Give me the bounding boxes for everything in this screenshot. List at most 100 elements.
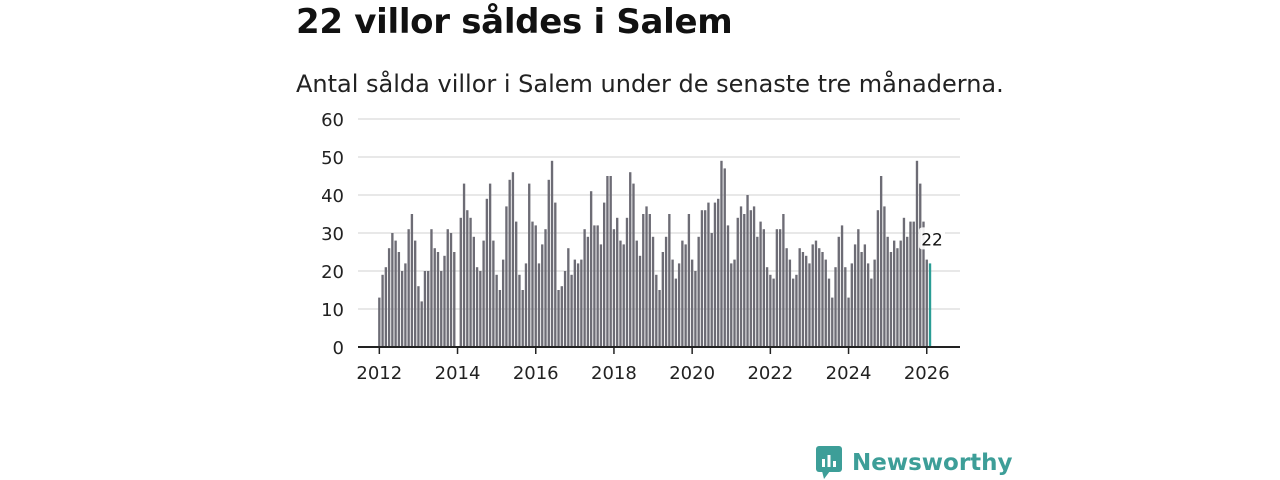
bar: [479, 271, 482, 347]
bar: [495, 274, 498, 347]
bar: [798, 248, 801, 347]
bar: [541, 244, 544, 347]
bar: [736, 217, 739, 347]
bar: [609, 176, 612, 347]
bar: [616, 217, 619, 347]
bar: [534, 225, 537, 347]
y-tick-label: 0: [333, 338, 344, 359]
bar: [537, 263, 541, 347]
bar: [743, 214, 746, 347]
bar: [599, 244, 603, 347]
bar: [485, 198, 489, 347]
bar: [687, 214, 691, 347]
bar: [410, 214, 414, 347]
y-tick-label: 60: [321, 110, 344, 131]
bar: [681, 240, 684, 347]
x-tick-label: 2022: [747, 363, 793, 384]
bar: [697, 236, 700, 347]
y-tick-label: 40: [321, 186, 344, 207]
bar: [791, 278, 795, 347]
bar: [528, 183, 531, 347]
bar: [384, 267, 388, 347]
bar: [863, 244, 867, 347]
bar: [554, 202, 557, 347]
bar: [733, 259, 736, 347]
bar: [674, 278, 678, 347]
bar: [886, 236, 889, 347]
bar: [704, 210, 707, 347]
newsworthy-logo-icon: [816, 446, 842, 479]
y-tick-label: 10: [321, 300, 344, 321]
bar: [645, 206, 648, 347]
bar: [739, 206, 743, 347]
bar: [831, 297, 834, 347]
bar: [752, 206, 756, 347]
bar: [866, 263, 870, 347]
bar: [746, 195, 749, 347]
bar: [521, 290, 524, 347]
bar: [844, 267, 847, 347]
bar: [488, 183, 492, 347]
bar: [821, 252, 824, 347]
bar: [586, 236, 590, 347]
bar: [550, 160, 554, 347]
bar: [811, 244, 814, 347]
bar: [459, 217, 462, 347]
bar: [544, 229, 547, 347]
bar: [700, 210, 704, 347]
bar: [638, 255, 642, 347]
bar: [684, 244, 687, 347]
bar: [642, 214, 645, 347]
bar: [902, 217, 906, 347]
bar: [632, 183, 635, 347]
bar: [883, 206, 886, 347]
bar: [818, 248, 821, 347]
bar: [430, 229, 433, 347]
bar: [576, 263, 580, 347]
bar: [511, 172, 515, 347]
bar: [824, 259, 827, 347]
y-tick-label: 30: [321, 224, 344, 245]
chart-title: 22 villor såldes i Salem: [296, 2, 733, 42]
bar: [589, 191, 593, 347]
bar: [759, 221, 762, 347]
bar: [762, 229, 766, 347]
bar: [655, 274, 658, 347]
bar-chart: 0 10 20 30 40 50 60 2012 2014 2016 2018 2020 2022 202…: [321, 110, 960, 384]
bar: [694, 271, 697, 347]
bar: [788, 259, 792, 347]
bar: [482, 240, 485, 347]
bar: [560, 286, 563, 347]
x-tick-label: 2018: [591, 363, 637, 384]
bar: [726, 225, 730, 347]
bar: [893, 240, 896, 347]
bar: [414, 240, 417, 347]
bar: [795, 274, 798, 347]
bar: [896, 248, 899, 347]
bar: [889, 252, 893, 347]
bar: [814, 240, 818, 347]
bar: [508, 179, 511, 347]
bar: [720, 160, 723, 347]
x-tick-label: 2016: [513, 363, 559, 384]
bar: [593, 225, 596, 347]
bar: [505, 206, 508, 347]
bar: [387, 248, 391, 347]
bar: [446, 229, 449, 347]
bar: [557, 290, 560, 347]
bar: [834, 267, 837, 347]
bar: [661, 252, 664, 347]
bar: [436, 252, 440, 347]
bar: [400, 271, 404, 347]
bar: [475, 267, 479, 347]
bar: [625, 217, 629, 347]
bar: [840, 225, 844, 347]
bar: [443, 255, 446, 347]
bar: [567, 248, 570, 347]
bar: [391, 233, 394, 347]
bar: [765, 267, 769, 347]
x-tick-label: 2014: [435, 363, 481, 384]
bar: [723, 168, 726, 347]
bar: [381, 274, 384, 347]
bar: [909, 221, 912, 347]
